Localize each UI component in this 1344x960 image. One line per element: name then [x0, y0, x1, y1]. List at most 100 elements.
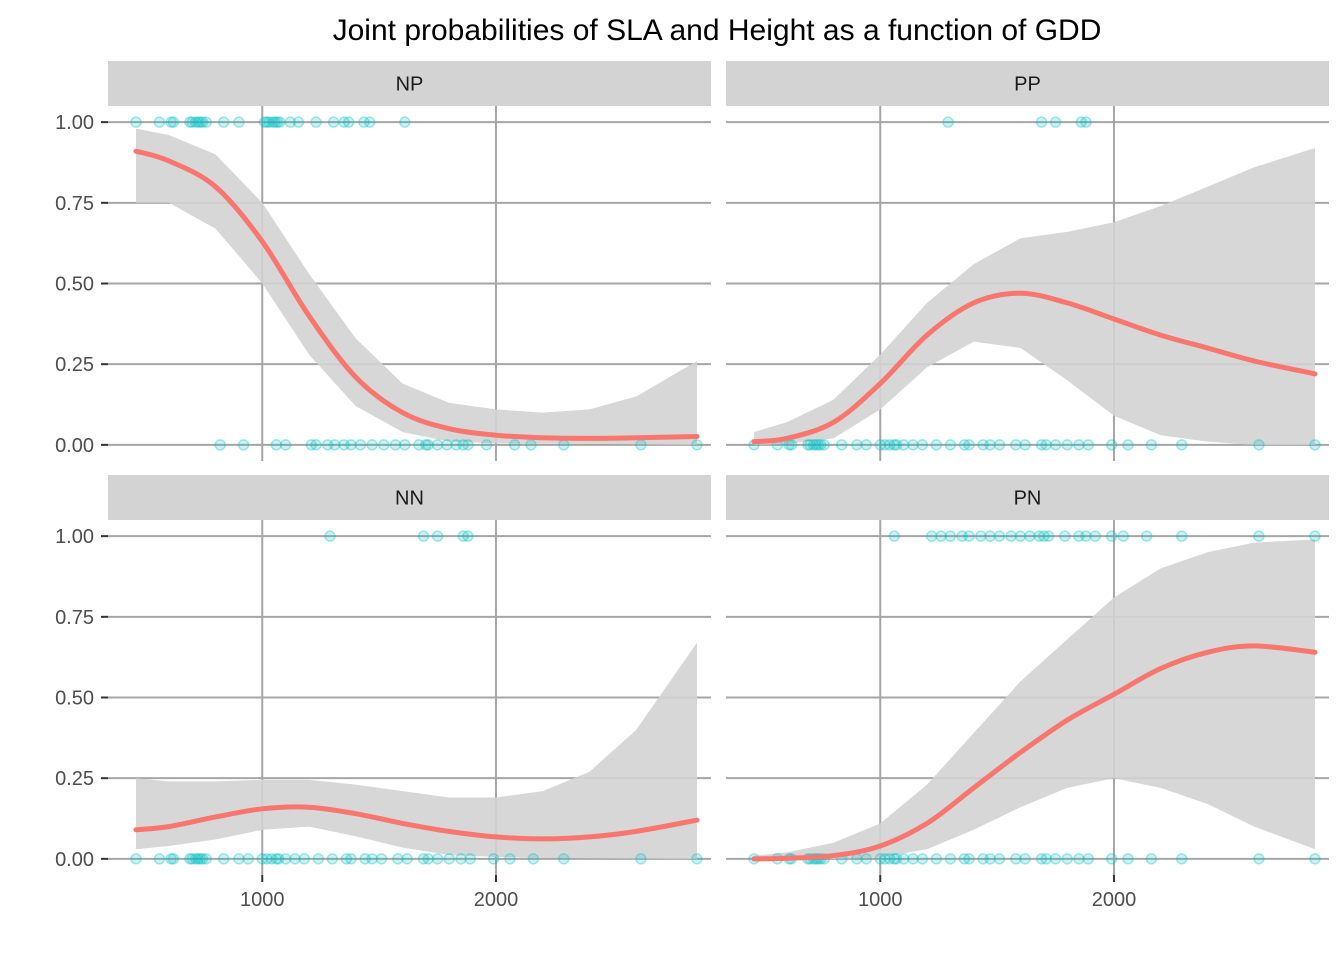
data-point [263, 116, 276, 128]
data-point [504, 853, 516, 865]
data-point [192, 116, 204, 128]
data-point [186, 853, 198, 865]
data-point [328, 439, 341, 451]
data-point [417, 853, 430, 865]
data-point [279, 853, 292, 865]
data-point [1075, 116, 1088, 128]
panel-strip [726, 61, 1329, 106]
data-point [455, 853, 467, 865]
data-point [487, 853, 500, 865]
data-point [558, 439, 570, 451]
data-point [1082, 439, 1095, 451]
data-point [420, 439, 432, 451]
data-point [450, 439, 462, 451]
data-point [810, 439, 822, 451]
data-point [345, 439, 357, 451]
facet-panels: NP 0.00 0.25 0.50 0.75 1.00 PP NN 0.00 0.25 0.50 0.… [55, 61, 1329, 911]
y-tick-label: 0.50 [55, 274, 94, 296]
y-tick-label: 0.25 [55, 768, 94, 790]
fit-line [133, 804, 700, 842]
data-point [1105, 439, 1118, 451]
data-point [1061, 439, 1073, 451]
data-point [265, 853, 278, 865]
panel-strip [726, 475, 1329, 520]
confidence-ribbon [136, 642, 697, 859]
data-point [256, 853, 269, 865]
data-point [963, 530, 975, 542]
data-point [375, 853, 388, 865]
data-point [1049, 439, 1062, 451]
data-point [1040, 439, 1052, 451]
data-point [389, 439, 402, 451]
data-point [192, 853, 204, 865]
data-point [1019, 853, 1031, 865]
data-point [298, 853, 311, 865]
data-point [130, 116, 142, 128]
data-point [279, 439, 292, 451]
panel-pn: PN 1000 2000 [726, 475, 1329, 911]
data-point [1089, 530, 1102, 542]
panel-strip [108, 475, 711, 520]
data-point [310, 116, 322, 128]
data-point [835, 439, 848, 451]
data-point [930, 439, 943, 451]
data-point [401, 853, 413, 865]
y-tick-label: 1.00 [55, 526, 94, 548]
data-point [1073, 853, 1085, 865]
data-point [1033, 530, 1045, 542]
panel-strip-label: PN [1014, 488, 1042, 510]
data-point [1309, 853, 1321, 865]
data-point [184, 116, 196, 128]
data-point [508, 439, 521, 451]
data-point [1035, 116, 1048, 128]
data-point [890, 853, 903, 865]
data-point [270, 853, 283, 865]
data-point [342, 116, 355, 128]
data-point [984, 853, 996, 865]
data-point [558, 853, 570, 865]
data-point [431, 853, 444, 865]
data-point [818, 439, 830, 451]
data-point [897, 853, 910, 865]
data-point [399, 116, 411, 128]
data-point [457, 530, 470, 542]
data-point [1176, 853, 1188, 865]
x-tick-label: 2000 [1092, 889, 1137, 911]
data-point [270, 439, 283, 451]
fit-line [751, 290, 1318, 445]
panel-pp: PP [726, 61, 1329, 461]
data-point [874, 853, 887, 865]
y-tick-label: 0.75 [55, 607, 94, 629]
data-point [907, 439, 919, 451]
data-point [958, 853, 971, 865]
chart-title: Joint probabilities of SLA and Height as… [333, 14, 1102, 47]
data-point [977, 439, 989, 451]
data-point [888, 853, 901, 865]
panel-strip-label: NN [395, 488, 424, 510]
data-point [984, 439, 996, 451]
data-point [942, 116, 954, 128]
data-point [1140, 530, 1153, 542]
data-point [916, 853, 929, 865]
y-tick-label: 0.75 [55, 193, 94, 215]
y-tick-label: 0.50 [55, 688, 94, 710]
data-point [441, 439, 453, 451]
data-point [338, 116, 350, 128]
data-point [879, 853, 891, 865]
data-point [271, 116, 284, 128]
data-point [431, 439, 444, 451]
data-point [977, 853, 989, 865]
data-point [480, 439, 493, 451]
data-point [879, 439, 891, 451]
data-point [1082, 853, 1095, 865]
data-point [413, 439, 425, 451]
data-point [1035, 853, 1048, 865]
data-point [196, 853, 209, 865]
data-point [691, 853, 703, 865]
data-point [1010, 439, 1022, 451]
y-tick-label: 0.00 [55, 435, 94, 457]
data-point [1309, 530, 1321, 542]
data-point [802, 439, 814, 451]
data-point [274, 116, 286, 128]
